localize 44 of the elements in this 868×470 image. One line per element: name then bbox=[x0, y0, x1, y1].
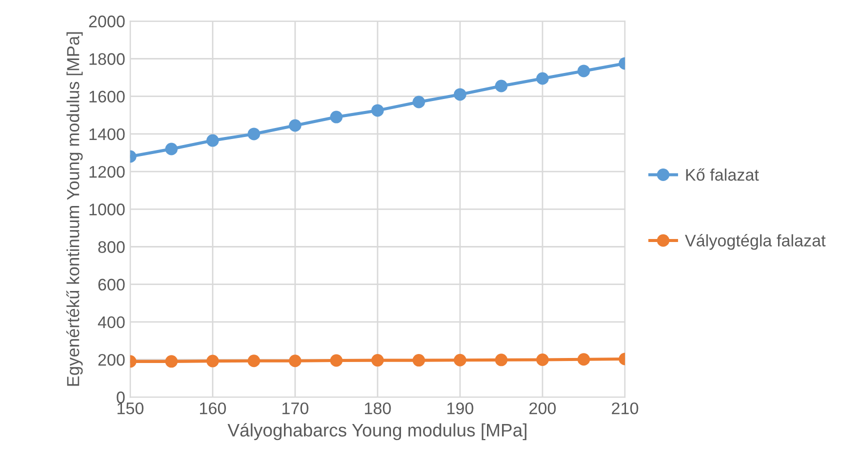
x-tick-label: 160 bbox=[200, 402, 226, 414]
legend-label: Vályogtégla falazat bbox=[684, 234, 826, 250]
x-tick-label: 150 bbox=[118, 402, 144, 414]
point bbox=[454, 354, 466, 366]
point bbox=[536, 72, 549, 85]
point bbox=[454, 88, 466, 101]
point bbox=[288, 354, 302, 368]
y-tick-label: 1600 bbox=[90, 90, 125, 103]
y-axis-title: Egyenértékű kontinuum Young modulus [MPa] bbox=[66, 32, 83, 386]
y-tick-label: 0 bbox=[116, 392, 125, 404]
y-tick-label: 1200 bbox=[90, 166, 125, 178]
point bbox=[495, 80, 508, 92]
y-tick-label: 400 bbox=[98, 316, 125, 328]
y-tick-label: 1800 bbox=[90, 53, 125, 65]
point bbox=[577, 64, 590, 78]
x-tick-label: 180 bbox=[364, 402, 391, 414]
x-tick-label: 190 bbox=[447, 402, 474, 414]
point bbox=[577, 353, 590, 366]
point bbox=[412, 96, 426, 108]
point bbox=[165, 355, 178, 368]
y-tick-label: 1000 bbox=[90, 204, 125, 216]
y-tick-label: 800 bbox=[98, 241, 125, 253]
point bbox=[248, 128, 260, 140]
y-tick-label: 200 bbox=[98, 354, 125, 366]
x-axis-title: Vályoghabarcs Young modulus [MPa] bbox=[228, 423, 526, 440]
point bbox=[330, 354, 343, 367]
legend-label: Kő falazat bbox=[686, 168, 759, 181]
point bbox=[412, 354, 426, 367]
point bbox=[288, 119, 302, 132]
y-tick-label: 600 bbox=[98, 278, 125, 291]
point bbox=[248, 354, 260, 368]
point bbox=[206, 134, 219, 147]
point bbox=[495, 354, 508, 366]
y-tick-label: 2000 bbox=[89, 16, 125, 28]
point bbox=[536, 353, 549, 366]
point bbox=[371, 354, 384, 367]
point bbox=[330, 110, 343, 124]
point bbox=[371, 104, 384, 117]
x-tick-label: 200 bbox=[529, 402, 556, 414]
point bbox=[165, 142, 178, 156]
point bbox=[206, 354, 219, 368]
x-tick-label: 210 bbox=[612, 402, 638, 414]
y-tick-label: 1400 bbox=[90, 128, 125, 140]
x-tick-label: 170 bbox=[282, 402, 308, 414]
